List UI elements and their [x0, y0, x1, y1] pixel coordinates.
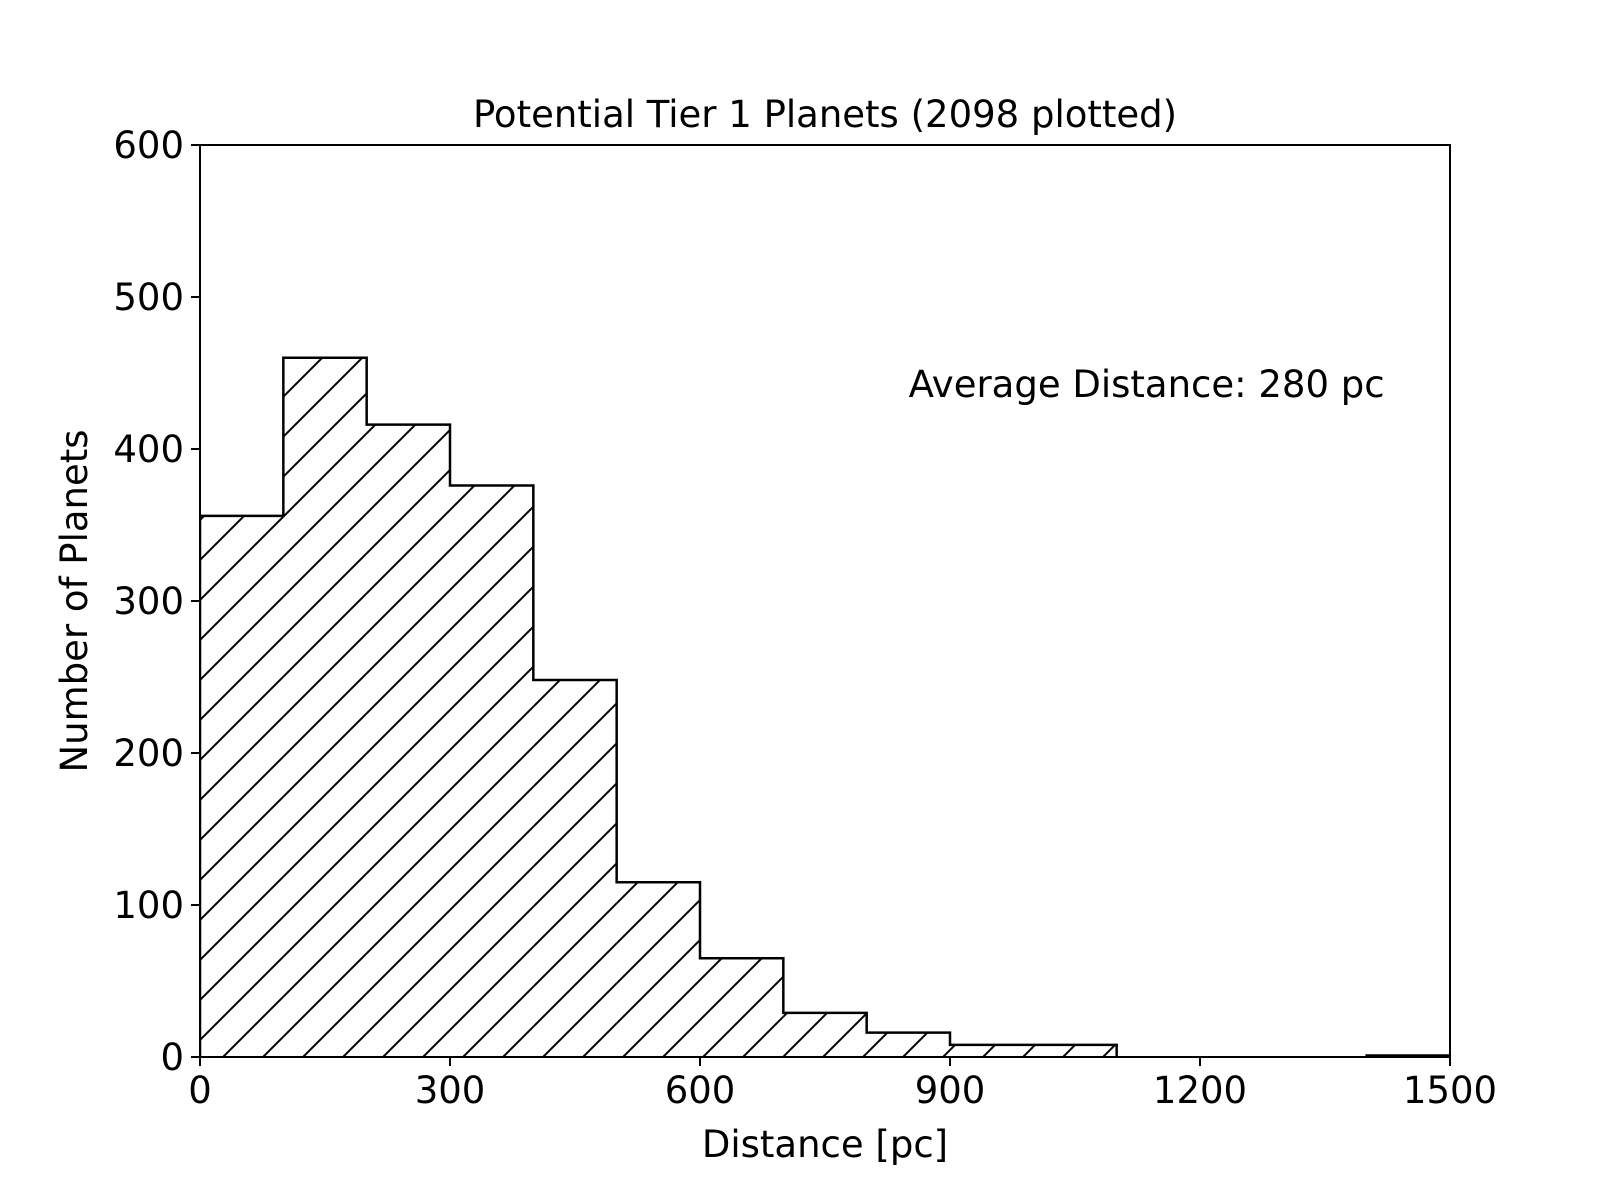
histogram-bar	[1033, 1044, 1117, 1057]
x-tick-label: 300	[415, 1069, 486, 1112]
histogram-bars	[200, 356, 1450, 1057]
histogram-bar	[866, 1032, 950, 1057]
x-tick-label: 1200	[1153, 1069, 1247, 1112]
y-tick-label: 100	[113, 884, 184, 927]
y-tick-label: 600	[113, 124, 184, 167]
histogram-bar	[366, 424, 450, 1057]
histogram-bar	[450, 485, 534, 1057]
histogram-bar	[616, 882, 700, 1057]
x-tick-label: 1500	[1403, 1069, 1497, 1112]
x-tick-label: 900	[915, 1069, 986, 1112]
y-axis: 0 100 200 300 400 500 600	[113, 124, 200, 1079]
y-tick-label: 200	[113, 732, 184, 775]
y-axis-label: Number of Planets	[53, 429, 96, 772]
x-tick-label: 600	[665, 1069, 736, 1112]
histogram-bar	[950, 1044, 1034, 1057]
y-tick-label: 0	[160, 1036, 184, 1079]
histogram-bar	[700, 958, 784, 1057]
histogram-bar	[200, 515, 284, 1057]
histogram-bar	[533, 680, 617, 1057]
histogram-bar	[283, 357, 367, 1057]
y-tick-label: 500	[113, 276, 184, 319]
x-tick-label: 0	[188, 1069, 212, 1112]
y-tick-label: 300	[113, 580, 184, 623]
histogram-bar	[783, 1012, 867, 1057]
x-axis: 0 300 600 900 1200 1500	[188, 1057, 1497, 1112]
chart-title: Potential Tier 1 Planets (2098 plotted)	[473, 93, 1177, 136]
average-distance-annotation: Average Distance: 280 pc	[909, 363, 1385, 406]
x-axis-label: Distance [pc]	[702, 1123, 948, 1166]
y-tick-label: 400	[113, 428, 184, 471]
